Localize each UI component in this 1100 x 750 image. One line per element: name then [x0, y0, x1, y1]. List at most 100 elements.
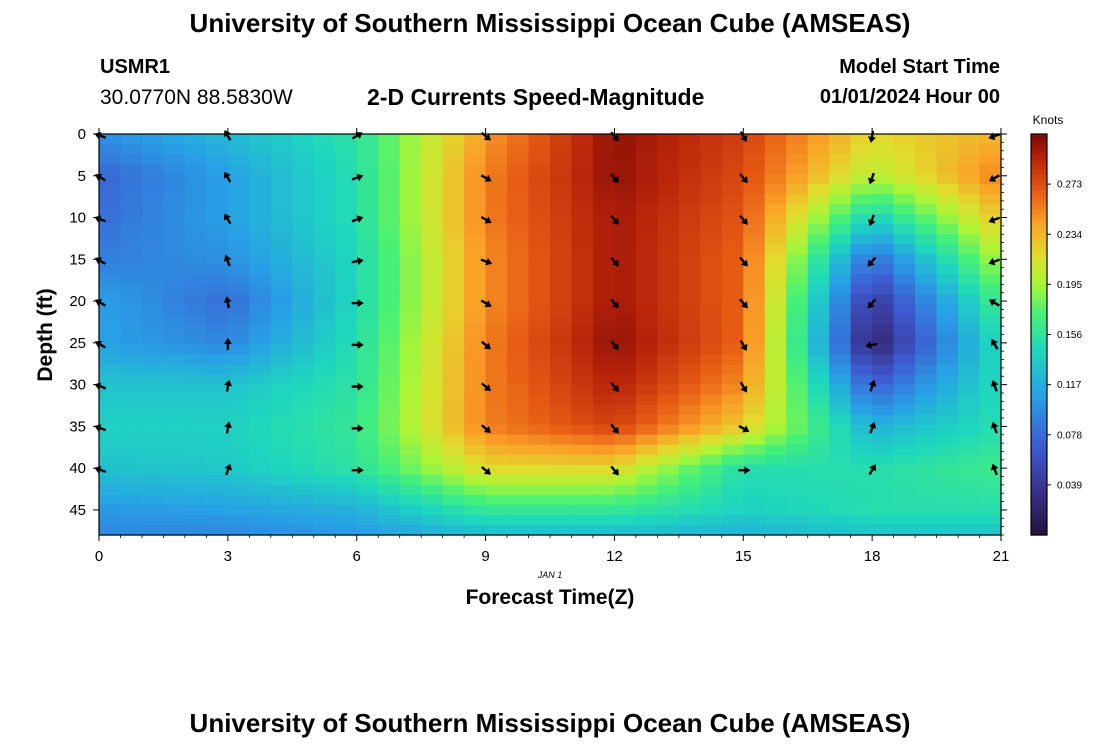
- heatmap-cell: [743, 174, 766, 185]
- heatmap-cell: [292, 494, 315, 506]
- heatmap-cell: [571, 144, 594, 155]
- heatmap-cell: [657, 354, 680, 366]
- heatmap-cell: [592, 464, 616, 476]
- heatmap-cell: [99, 174, 122, 185]
- heatmap-cell: [335, 434, 358, 446]
- heatmap-cell: [249, 524, 272, 536]
- heatmap-cell: [936, 344, 959, 356]
- heatmap-cell: [635, 494, 658, 506]
- heatmap-cell: [184, 144, 207, 155]
- heatmap-cell: [550, 204, 573, 215]
- colorbar-segment: [1031, 204, 1047, 210]
- heatmap-cell: [227, 464, 250, 476]
- heatmap-cell: [335, 404, 358, 416]
- heatmap-cell: [614, 334, 637, 346]
- heatmap-cell: [313, 164, 336, 175]
- heatmap-cell: [99, 504, 122, 516]
- heatmap-cell: [378, 414, 401, 426]
- heatmap-cell: [163, 174, 186, 185]
- heatmap-cell: [249, 494, 272, 506]
- heatmap-cell: [678, 154, 701, 165]
- heatmap-cell: [743, 444, 766, 456]
- heatmap-cell: [958, 364, 981, 376]
- heatmap-cell: [872, 254, 895, 265]
- heatmap-cell: [700, 174, 723, 185]
- arrow-head: [990, 463, 999, 471]
- heatmap-cell: [807, 254, 830, 265]
- current-arrow: [480, 466, 491, 475]
- arrow-shaft: [993, 426, 998, 434]
- heatmap-cell: [872, 464, 895, 476]
- heatmap-cell: [99, 494, 122, 506]
- heatmap-cell: [141, 324, 165, 336]
- heatmap-cell: [915, 194, 938, 205]
- heatmap-cell: [635, 404, 658, 416]
- arrow-shaft: [869, 384, 874, 392]
- heatmap-cell: [399, 334, 422, 346]
- arrow-head: [224, 421, 233, 429]
- heatmap-cell: [120, 274, 143, 285]
- heatmap-cell: [829, 204, 852, 215]
- heatmap-cell: [915, 204, 938, 215]
- heatmap-cell: [313, 364, 336, 376]
- heatmap-cell: [184, 204, 207, 215]
- heatmap-cell: [893, 444, 916, 456]
- arrow-head: [223, 337, 232, 344]
- heatmap-cell: [807, 164, 830, 175]
- arrow-shaft: [480, 466, 488, 473]
- heatmap-cell: [958, 164, 981, 175]
- arrow-head: [611, 217, 619, 225]
- heatmap-cell: [958, 404, 981, 416]
- heatmap-cell: [464, 294, 487, 306]
- heatmap-cell: [614, 514, 637, 526]
- heatmap-cell: [507, 434, 530, 446]
- heatmap-cell: [421, 164, 444, 175]
- colorbar-tick-label: 0.156: [1057, 330, 1082, 341]
- heatmap-cell: [958, 214, 981, 225]
- heatmap-cell: [786, 274, 809, 285]
- heatmap-cell: [829, 514, 852, 526]
- heatmap-cell: [678, 184, 701, 195]
- heatmap-cell: [184, 434, 207, 446]
- heatmap-cell: [378, 244, 401, 255]
- heatmap-cell: [378, 404, 401, 416]
- heatmap-cell: [743, 204, 766, 215]
- arrow-shaft: [610, 214, 617, 222]
- heatmap-cell: [550, 144, 573, 155]
- heatmap-cell: [872, 394, 895, 406]
- heatmap-cell: [571, 204, 594, 215]
- heatmap-cell: [464, 214, 487, 225]
- heatmap-cell: [786, 414, 809, 426]
- heatmap-cell: [915, 234, 938, 245]
- heatmap-cell: [807, 324, 830, 336]
- heatmap-cell: [743, 514, 766, 526]
- heatmap-cell: [979, 334, 1002, 346]
- heatmap-cell: [528, 174, 551, 185]
- heatmap-cell: [850, 414, 873, 426]
- heatmap-cell: [442, 294, 465, 306]
- arrow-shaft: [610, 298, 617, 306]
- heatmap-cell: [421, 424, 444, 436]
- heatmap-cell: [227, 474, 250, 486]
- heatmap-cell: [163, 134, 186, 145]
- heatmap-cell: [249, 394, 272, 406]
- heatmap-cell: [893, 144, 916, 155]
- heatmap-cell: [893, 474, 916, 486]
- colorbar-segment: [1031, 349, 1047, 356]
- heatmap-cell: [163, 234, 186, 245]
- heatmap-cell: [958, 454, 981, 466]
- heatmap-cell: [270, 204, 293, 215]
- heatmap-cell: [764, 364, 787, 376]
- heatmap-cell: [99, 194, 122, 205]
- heatmap-cell: [184, 224, 207, 235]
- heatmap-cell: [614, 374, 637, 386]
- heatmap-cell: [141, 234, 165, 245]
- colorbar-segment: [1031, 489, 1047, 496]
- heatmap-cell: [206, 144, 229, 155]
- colorbar-segment: [1031, 179, 1047, 185]
- heatmap-cell: [292, 304, 315, 316]
- heatmap-cell: [915, 394, 938, 406]
- heatmap-cell: [99, 474, 122, 486]
- heatmap-cell: [829, 244, 852, 255]
- heatmap-cell: [764, 414, 787, 426]
